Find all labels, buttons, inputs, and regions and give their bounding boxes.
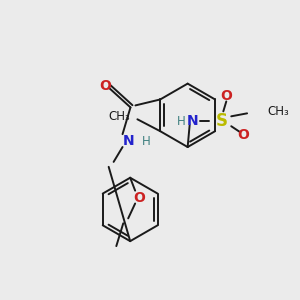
Text: H: H: [177, 115, 186, 128]
Text: CH₃: CH₃: [109, 110, 130, 123]
Text: S: S: [215, 112, 227, 130]
Text: O: O: [220, 89, 232, 103]
Text: H: H: [142, 135, 151, 148]
Text: O: O: [133, 190, 145, 205]
Text: N: N: [187, 114, 198, 128]
Text: N: N: [123, 134, 134, 148]
Text: O: O: [99, 79, 111, 93]
Text: CH₃: CH₃: [267, 105, 289, 118]
Text: O: O: [237, 128, 249, 142]
